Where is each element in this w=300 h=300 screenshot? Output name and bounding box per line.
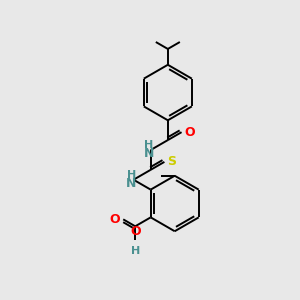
Text: S: S [167,155,176,168]
Text: N: N [143,148,154,160]
Text: H: H [127,170,136,180]
Text: O: O [130,225,140,238]
Text: N: N [126,177,137,190]
Text: O: O [110,213,120,226]
Text: H: H [130,246,140,256]
Text: O: O [184,126,195,139]
Text: H: H [144,140,153,150]
